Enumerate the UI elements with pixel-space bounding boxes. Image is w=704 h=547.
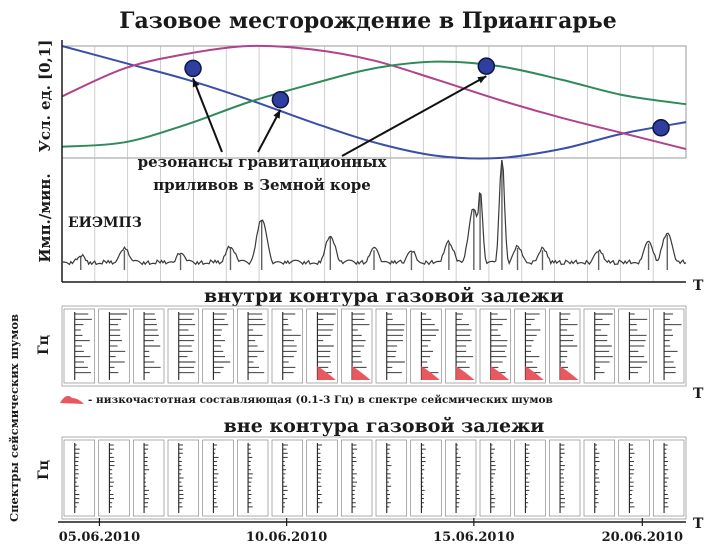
lowfreq-fill [560, 366, 579, 380]
inside-ylabel: Гц [36, 335, 52, 355]
spectrum-cell [132, 439, 165, 517]
annotation-arrowhead [273, 109, 281, 119]
spectrum-cell [410, 439, 442, 517]
tide-series-green [61, 60, 687, 148]
spectrum-cell [548, 439, 581, 517]
x-axis-label-top: T [693, 278, 704, 294]
emission-trace [61, 159, 687, 266]
spectrum-cell [583, 439, 616, 517]
x-axis-label-mid: T [693, 386, 704, 402]
annotation-arrowhead [192, 78, 200, 88]
spectrum-cell [271, 439, 304, 517]
date-ticks: 05.06.2010 10.06.2010 15.06.2010 20.06.2010 [59, 518, 683, 545]
tidal-panel [61, 40, 687, 282]
spectrum-cell [340, 439, 373, 517]
spectrum-cell [618, 439, 650, 517]
spectra-frame [61, 305, 687, 387]
spectrum-cell [514, 439, 546, 517]
spectrum-cell [444, 439, 477, 517]
spectrum-cell [63, 439, 96, 517]
annotation-arrow [192, 78, 223, 153]
date-label: 15.06.2010 [433, 530, 514, 545]
lowfreq-legend-text: - низкочастотная составляющая (0.1-3 Гц)… [88, 394, 553, 406]
outside-title: вне контура газовой залежи [224, 415, 545, 437]
lowfreq-fill [525, 366, 544, 380]
inside-title: внутри контура газовой залежи [204, 285, 564, 307]
annotation-arrowhead [477, 76, 487, 84]
tide-series-magenta [61, 44, 687, 151]
spectrum-cell [375, 439, 408, 517]
annotation-arrow [341, 75, 487, 157]
lowfreq-fill [490, 366, 510, 380]
chart-title: Газовое месторождение в Приангарье [119, 8, 616, 34]
lowfreq-legend: - низкочастотная составляющая (0.1-3 Гц)… [60, 394, 553, 406]
date-label: 20.06.2010 [602, 530, 683, 545]
lowfreq-fill [456, 366, 475, 380]
emission-series-label: ЕИЭМПЗ [68, 215, 142, 231]
spectrum-cell [652, 439, 685, 517]
spectrum-cell [202, 308, 234, 384]
spectra-frame [61, 436, 687, 520]
resonance-marker [652, 119, 670, 137]
outside-ylabel: Гц [36, 460, 52, 480]
tide-series-blue [61, 45, 687, 160]
date-label: 10.06.2010 [246, 530, 327, 545]
spectrum-cell [479, 439, 512, 517]
x-axis-label-bottom: T [693, 516, 704, 532]
spectrum-cell [236, 439, 269, 517]
spectrum-cell [98, 439, 130, 517]
lowfreq-fill [421, 366, 440, 380]
tidal-ylabel: Усл. ед. [0,1] [36, 40, 54, 153]
emission-ylabel: Имп./мин. [36, 173, 54, 262]
spectrum-cell [306, 439, 338, 517]
resonance-marker [271, 91, 290, 109]
outside-spectra [61, 436, 687, 520]
annotation-line-2: приливов в Земной коре [153, 176, 371, 194]
spectrum-cell [202, 439, 234, 517]
lowfreq-fill [317, 366, 336, 380]
lowfreq-legend-swatch [60, 395, 84, 404]
side-label: Спектры сейсмических шумов [7, 314, 21, 522]
lowfreq-fill [352, 366, 371, 380]
annotation-line-1: резонансы гравитационных [138, 153, 388, 171]
resonance-marker [184, 59, 202, 78]
date-label: 05.06.2010 [59, 530, 140, 545]
resonance-marker [477, 57, 496, 75]
inside-spectra [61, 305, 687, 387]
emission-panel [61, 159, 687, 283]
